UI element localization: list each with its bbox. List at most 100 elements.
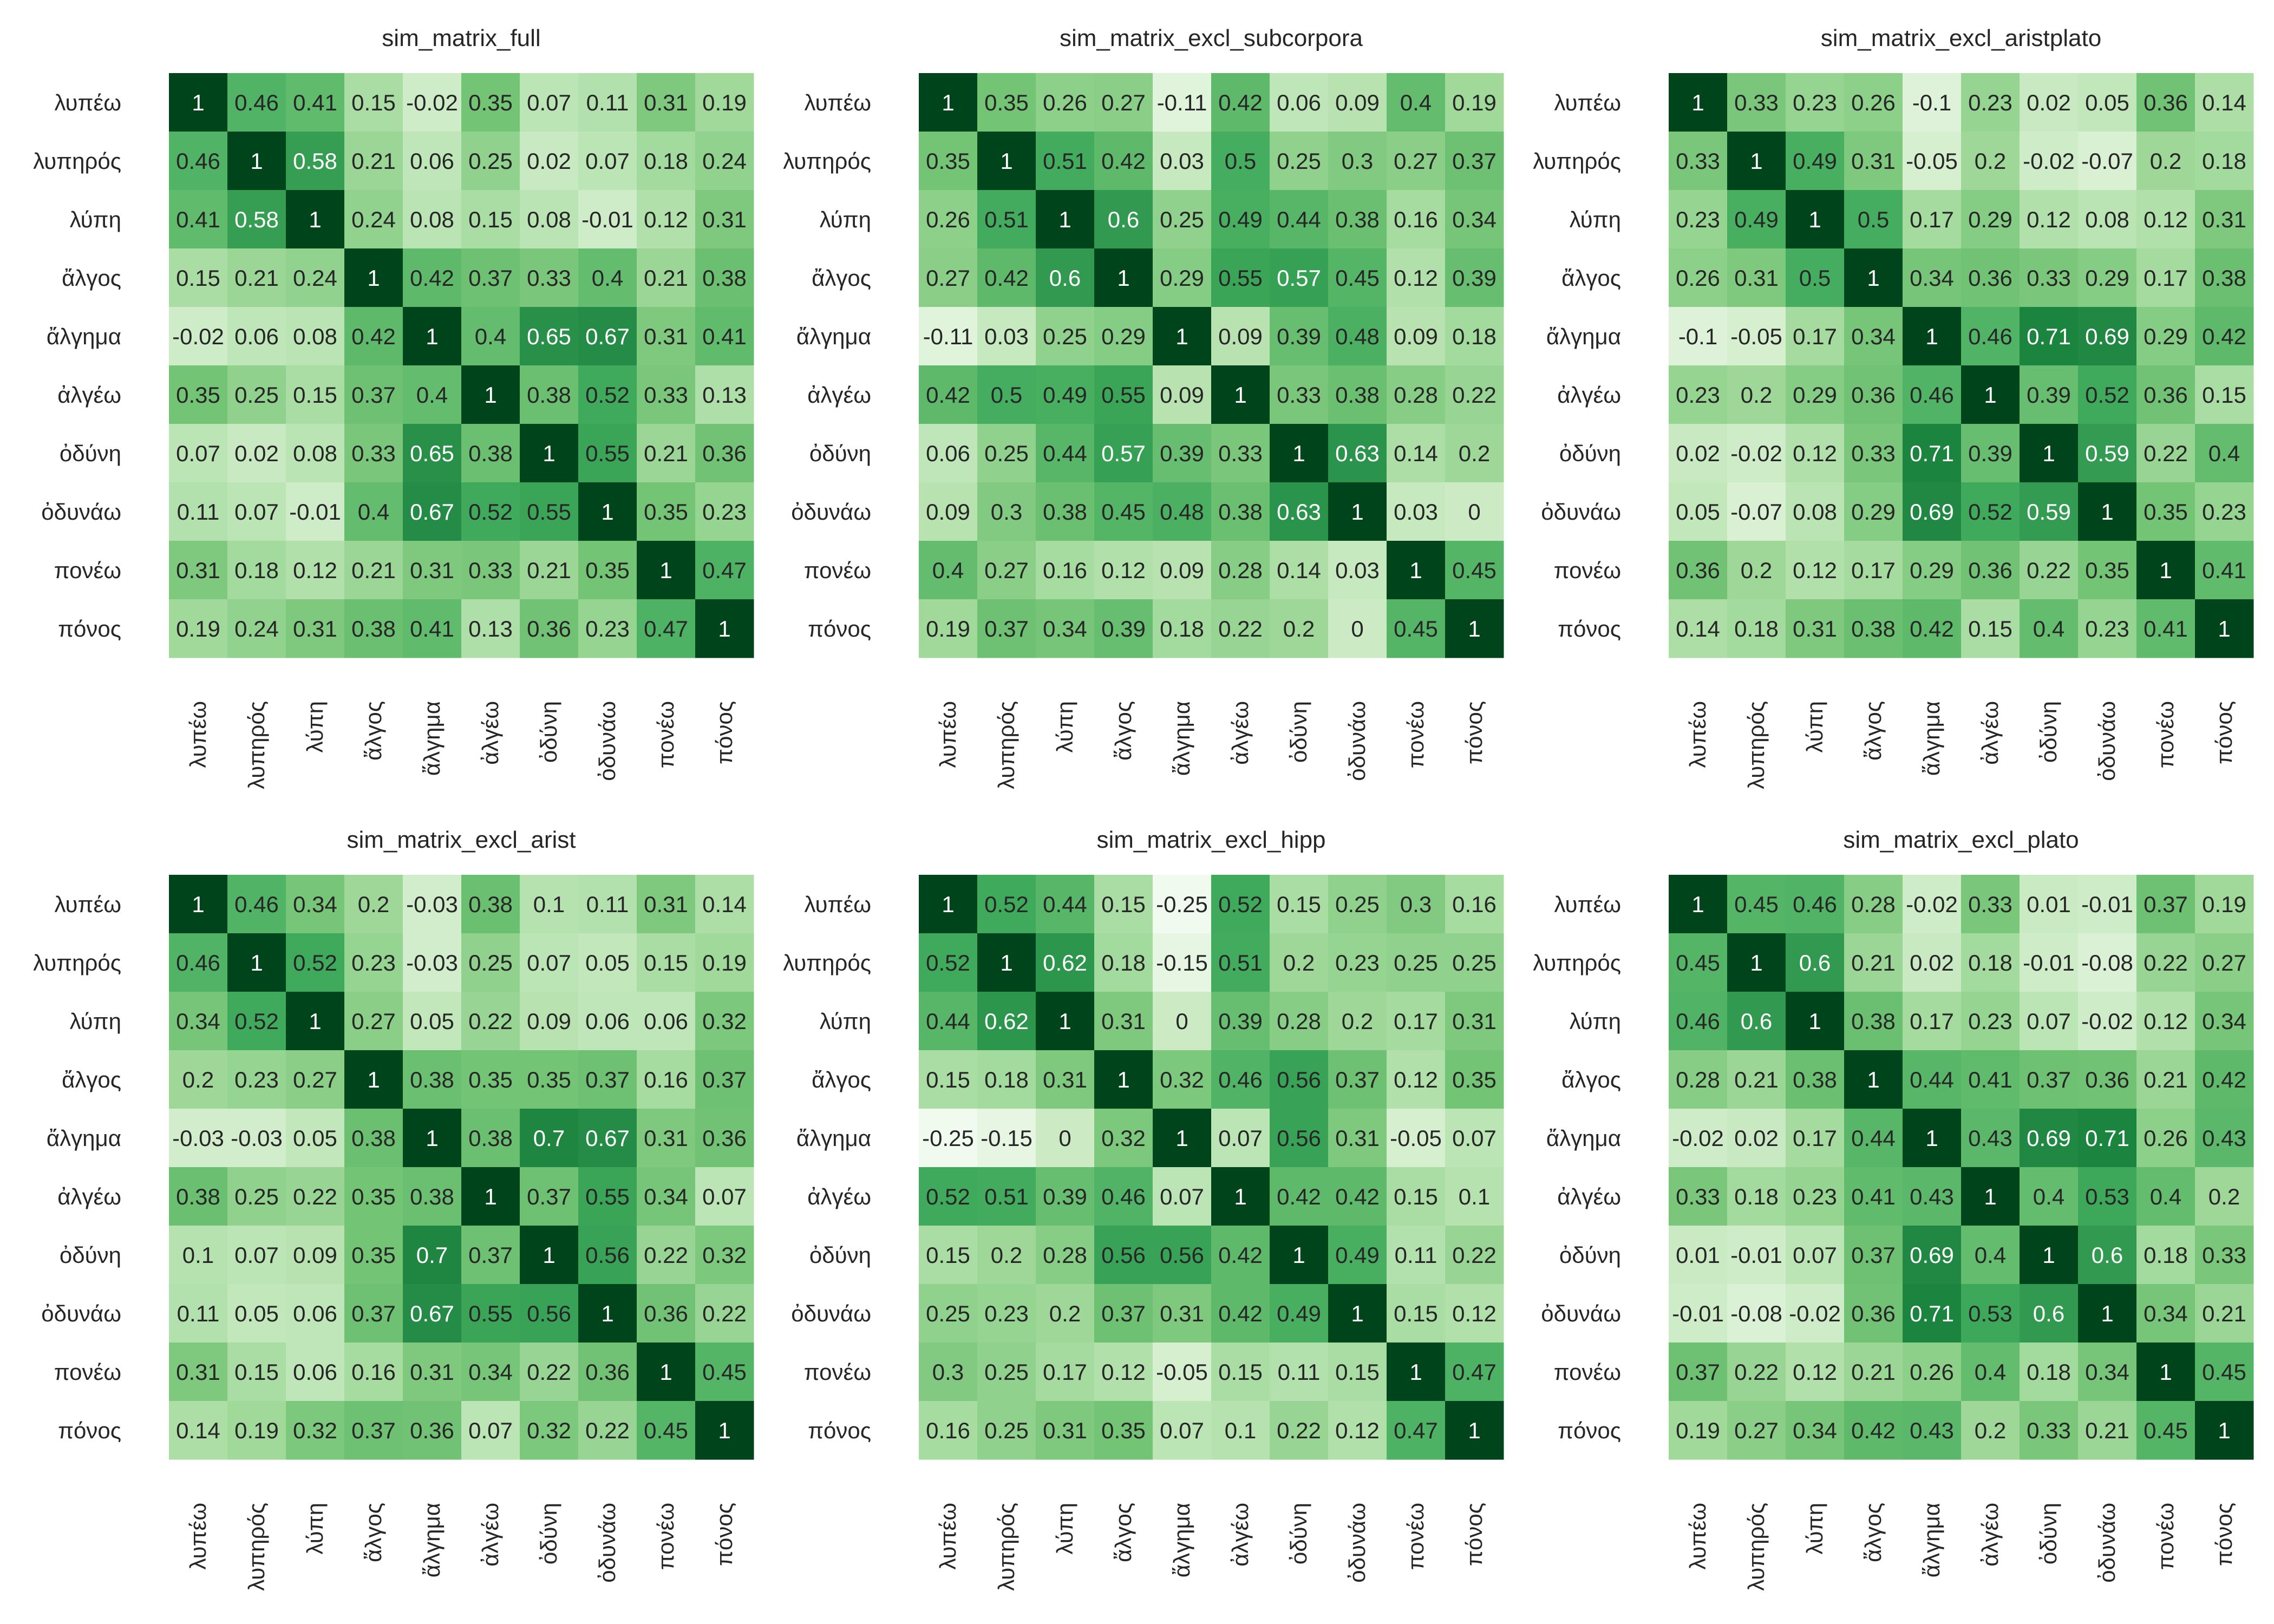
heatmap-cell: [919, 1226, 978, 1285]
cell-value-label: 0.6: [2033, 1301, 2064, 1326]
heatmap-cell: [1844, 307, 1903, 366]
cell-value-label: 0.42: [926, 382, 970, 408]
heatmap-cell: [1387, 933, 1446, 992]
cell-value-label: 1: [1691, 90, 1704, 115]
cell-value-label: 0.12: [2144, 207, 2188, 232]
cell-value-label: 0.29: [1968, 207, 2012, 232]
y-tick-label: λυπηρός: [1533, 148, 1621, 174]
heatmap-cell: [578, 875, 637, 934]
cell-value-label: 0.1: [1225, 1418, 1256, 1443]
heatmap-cell: [1903, 933, 1962, 992]
cell-value-label: 0.17: [2144, 265, 2188, 291]
cell-value-label: 0.28: [1218, 558, 1263, 583]
heatmap-cell: [227, 190, 286, 249]
y-tick-label: ἄλγημα: [47, 1125, 121, 1151]
heatmap-cell: [1961, 599, 2020, 658]
x-tick-label: λυπηρός: [1743, 701, 1769, 789]
cell-value-label: 0.09: [1160, 382, 1204, 408]
cell-value-label: 0.15: [468, 207, 513, 232]
heatmap-cell: [578, 482, 637, 541]
heatmap-cell: [1153, 365, 1212, 424]
cell-value-label: 0.38: [1851, 1009, 1896, 1034]
cell-value-label: 0.37: [468, 1242, 513, 1268]
heatmap-cell: [2078, 424, 2137, 483]
heatmap-cell: [1786, 365, 1845, 424]
heatmap-cell: [461, 1343, 520, 1402]
cell-value-label: 0.18: [2144, 1242, 2188, 1268]
heatmap-cell: [919, 1343, 978, 1402]
cell-value-label: 0.43: [2202, 1125, 2246, 1151]
cell-value-label: 0.39: [1160, 441, 1204, 466]
heatmap-cell: [1153, 1109, 1212, 1168]
cell-value-label: 0.35: [926, 148, 970, 174]
cell-value-label: 0.65: [410, 441, 454, 466]
heatmap-cell: [1387, 541, 1446, 600]
cell-value-label: 0.33: [468, 558, 513, 583]
y-tick-label: λύπη: [820, 1009, 871, 1034]
cell-value-label: 0.37: [1851, 1242, 1896, 1268]
heatmap-cell: [2078, 875, 2137, 934]
cell-value-label: 1: [718, 616, 730, 641]
heatmap-cell: [169, 992, 228, 1051]
cell-value-label: 0.26: [1043, 90, 1087, 115]
heatmap-cell: [403, 424, 462, 483]
cell-value-label: 1: [2042, 441, 2055, 466]
heatmap-cell: [977, 599, 1036, 658]
cell-value-label: 0.07: [1793, 1242, 1837, 1268]
cell-value-label: 1: [1925, 324, 1938, 349]
cell-value-label: 0.52: [1968, 499, 2012, 525]
cell-value-label: 0.55: [468, 1301, 513, 1326]
cell-value-label: 0.49: [1277, 1301, 1321, 1326]
cell-value-label: 0.25: [1277, 148, 1321, 174]
heatmap-cell: [403, 365, 462, 424]
heatmap-cell: [1094, 541, 1153, 600]
x-tick-label: ὀδυνάω: [1344, 701, 1370, 781]
heatmap-cell: [2195, 132, 2254, 191]
y-tick-label: ὀδύνη: [1559, 1242, 1621, 1268]
heatmap-cell: [2136, 132, 2195, 191]
heatmap-cell: [637, 875, 696, 934]
heatmap-cell: [344, 132, 403, 191]
cell-value-label: 0.19: [702, 950, 747, 975]
cell-value-label: -0.05: [1156, 1359, 1208, 1385]
x-tick-label: λυπηρός: [244, 701, 269, 789]
cell-value-label: 0.67: [585, 1125, 630, 1151]
cell-value-label: 0.05: [1676, 499, 1720, 525]
y-tick-label: ὀδύνη: [60, 1242, 121, 1268]
cell-value-label: 0.45: [702, 1359, 747, 1385]
heatmap-cell: [2020, 190, 2079, 249]
heatmap-cell: [286, 190, 345, 249]
y-tick-label: λυπέω: [1554, 90, 1621, 115]
heatmap-cell: [2195, 365, 2254, 424]
y-tick-label: λύπη: [70, 1009, 121, 1034]
cell-value-label: 0.06: [410, 148, 454, 174]
heatmap-cell: [169, 248, 228, 307]
cell-value-label: 0.38: [1851, 616, 1896, 641]
heatmap-cell: [637, 1050, 696, 1109]
heatmap-cell: [637, 307, 696, 366]
cell-value-label: 0.38: [468, 1125, 513, 1151]
heatmap-cell: [169, 307, 228, 366]
cell-value-label: 0.42: [2202, 1067, 2246, 1092]
heatmap-cell: [1153, 1284, 1212, 1343]
cell-value-label: 0.25: [234, 382, 279, 408]
cell-value-label: 0.12: [1793, 558, 1837, 583]
heatmap-cell: [227, 424, 286, 483]
heatmap-cell: [1961, 365, 2020, 424]
cell-value-label: 0.22: [1277, 1418, 1321, 1443]
heatmap-cell: [578, 599, 637, 658]
heatmap-cell: [1328, 132, 1387, 191]
cell-value-label: 0.23: [234, 1067, 279, 1092]
heatmap-cell: [520, 875, 579, 934]
heatmap-cell: [1669, 1401, 1728, 1460]
heatmap-cell: [461, 541, 520, 600]
heatmap-cell: [2020, 1167, 2079, 1226]
heatmap-cell: [403, 933, 462, 992]
heatmap-cell: [2195, 1284, 2254, 1343]
y-tick-label: ἄλγος: [1561, 1067, 1621, 1092]
heatmap-cell: [1445, 73, 1504, 132]
heatmap-cell: [1036, 132, 1095, 191]
heatmap-cell: [1270, 307, 1329, 366]
heatmap-cell: [2136, 1401, 2195, 1460]
heatmap-cell: [1727, 933, 1786, 992]
